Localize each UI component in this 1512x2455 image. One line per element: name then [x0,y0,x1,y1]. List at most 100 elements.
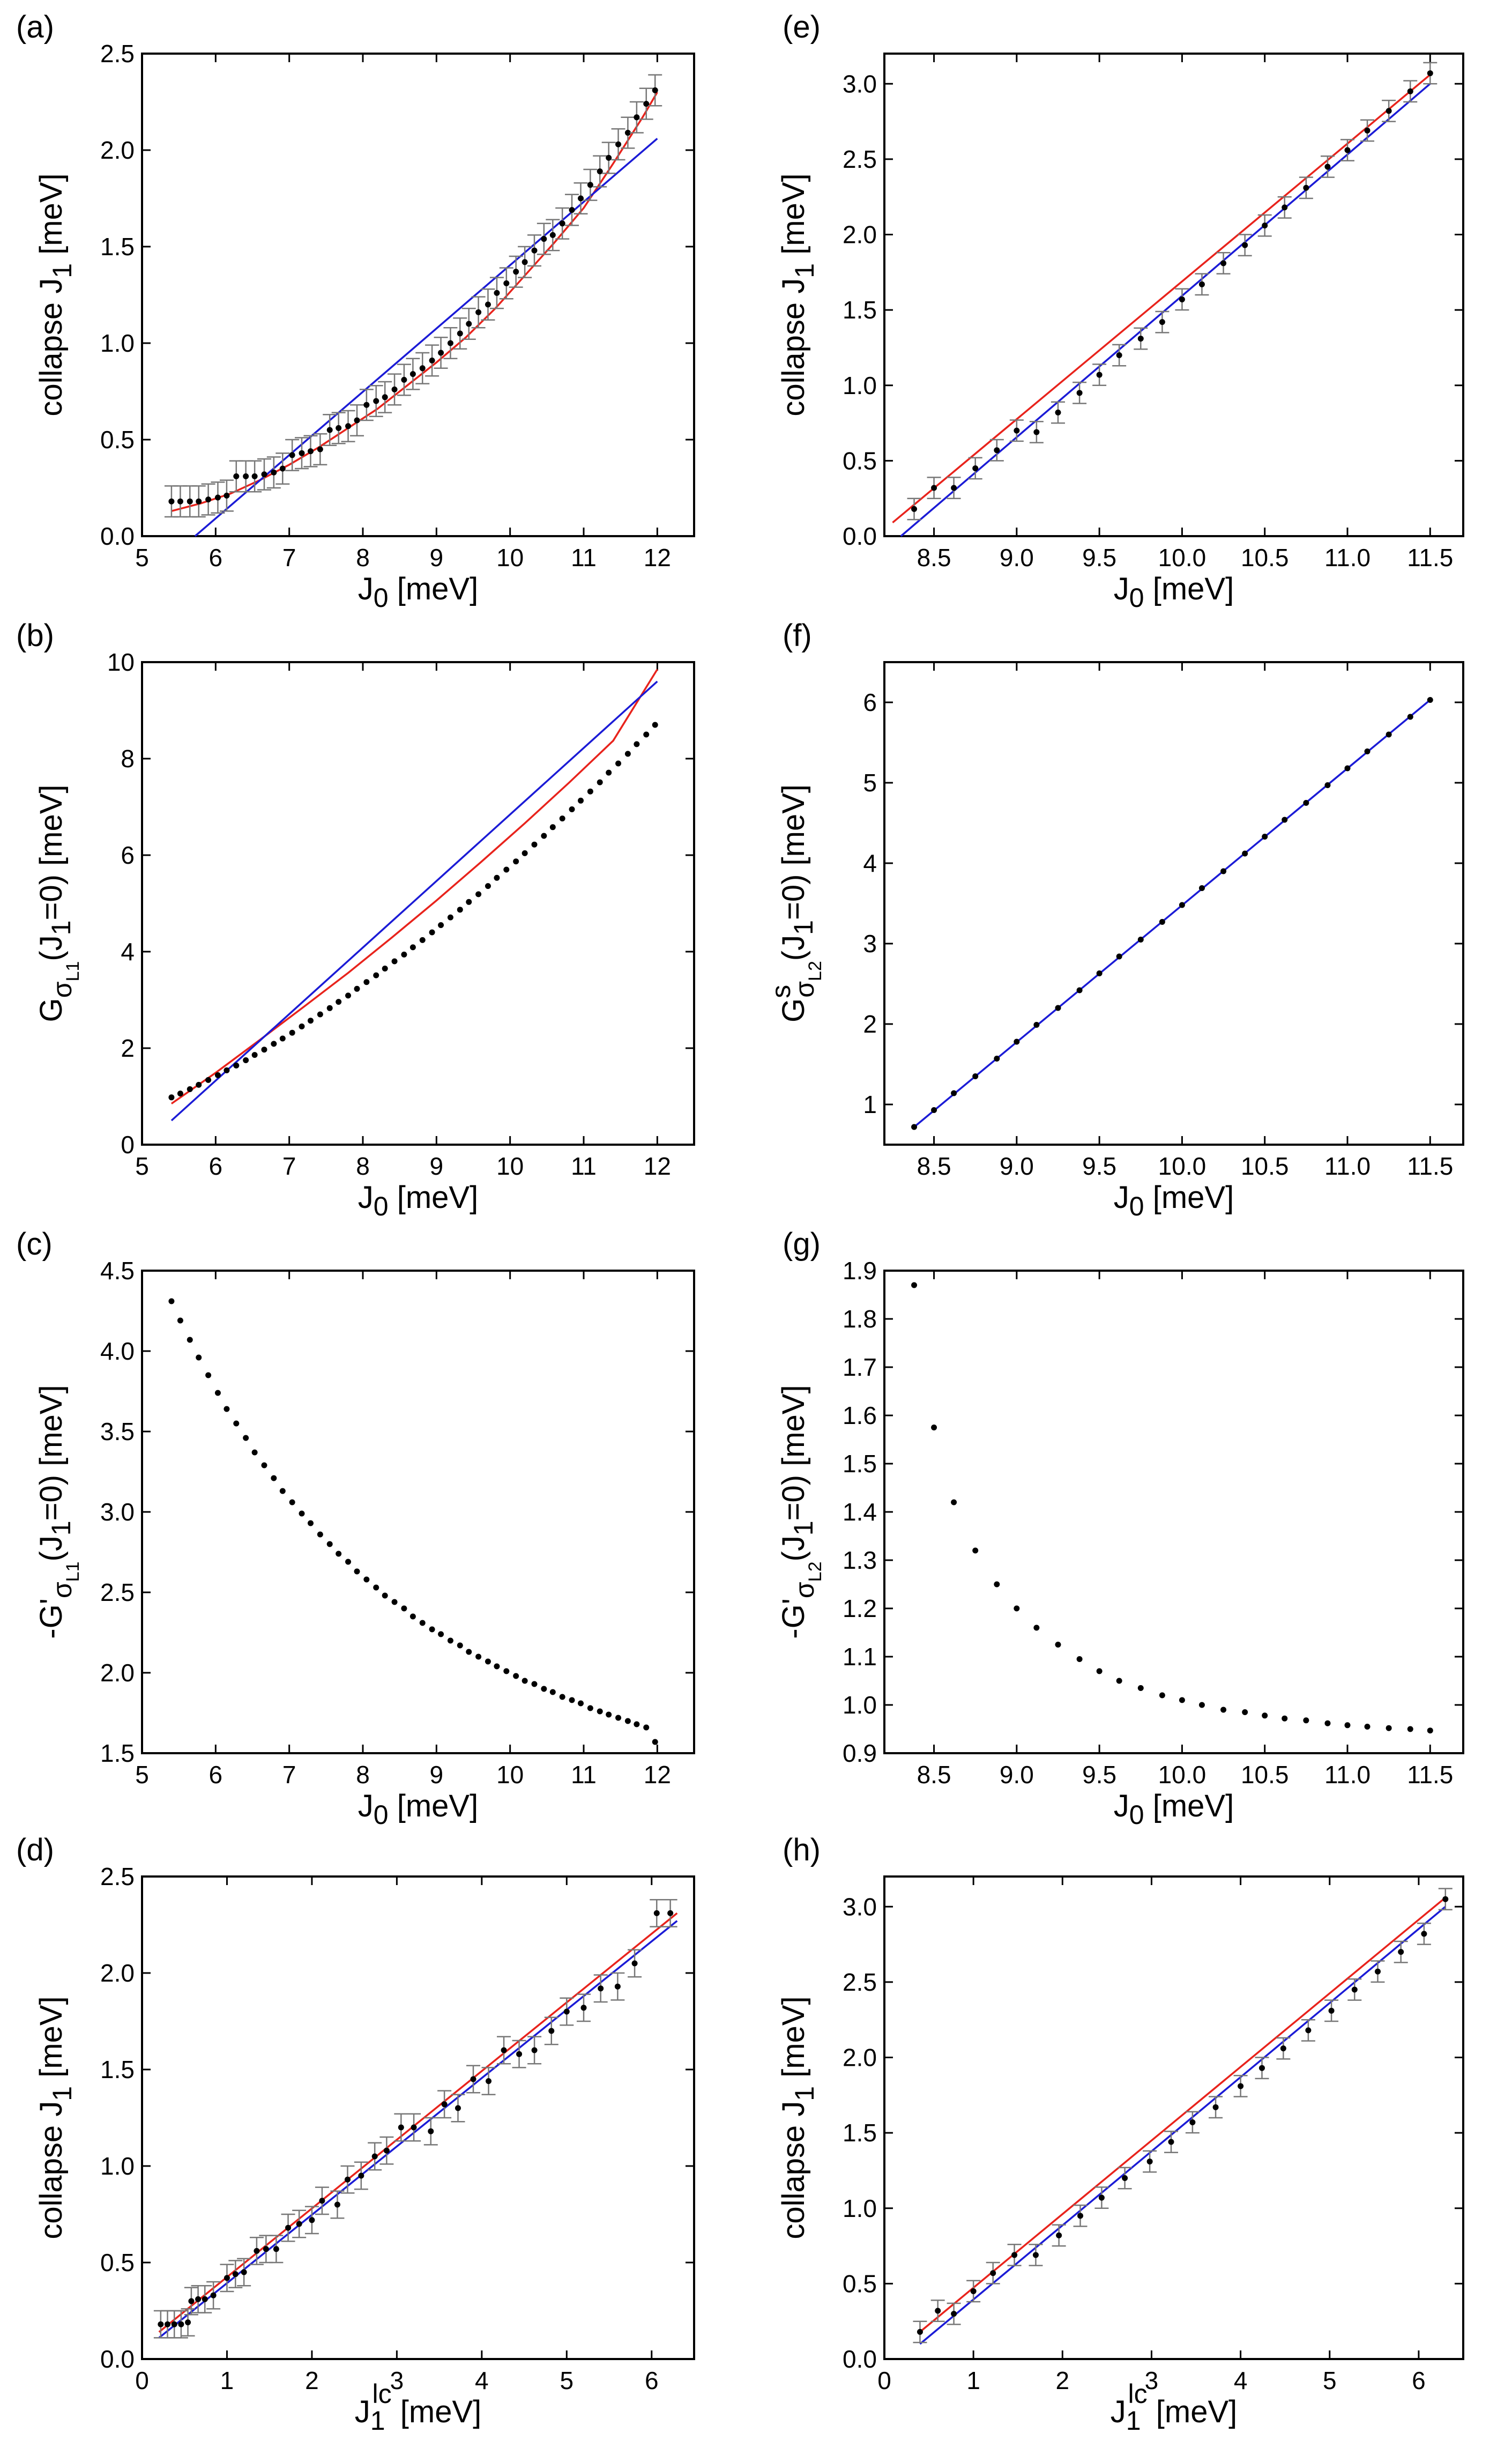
x-tick-label: 10 [496,544,524,572]
data-point [931,1425,937,1430]
plot-frame [883,1270,1464,1754]
x-tick-label: 8.5 [917,1761,951,1789]
data-point [224,492,230,499]
data-point [243,1057,249,1063]
data-point [624,1718,631,1724]
plot-frame [141,661,695,1146]
y-tick-label: 0.5 [843,2269,877,2297]
data-point [336,999,342,1005]
data-point [1282,1715,1288,1722]
data-point [307,1520,314,1526]
data-point [1220,868,1227,874]
data-point [667,1910,674,1916]
data-point [972,1073,979,1079]
data-point [994,1056,1000,1062]
x-tick-label: 6 [1412,2367,1426,2394]
data-point [177,1317,183,1324]
y-tick-label: 0.0 [843,522,877,550]
y-tick-label: 1.8 [843,1305,877,1333]
data-point [1055,1005,1061,1011]
x-tick-label: 11.0 [1324,1761,1371,1789]
data-point [569,1697,575,1703]
data-point [917,2328,923,2335]
data-point [188,2298,195,2304]
panel-d: (d) 0 1 2 3 4 5 6 0.0 0.5 1.0 1.5 2.0 2.5 J1lc [meV] co… [16,1833,695,2436]
data-point [1220,260,1227,266]
x-tick-label: 6 [645,2367,659,2394]
data-point [334,2201,340,2208]
data-point [187,1086,193,1092]
data-point [319,2198,325,2204]
data-point [205,496,212,503]
data-point [336,425,342,431]
data-point [1168,2139,1174,2145]
x-tick-label: 10.5 [1241,1152,1289,1180]
data-point [447,1637,453,1644]
data-point [475,309,482,315]
data-point [177,1091,183,1097]
data-point [559,1694,565,1700]
data-point [513,269,519,275]
data-point [345,1559,352,1565]
data-point [254,2248,260,2254]
x-tick-label: 0 [135,2367,149,2394]
data-point [578,797,584,804]
x-tick-label: 10.5 [1241,1761,1289,1789]
data-point [466,321,472,327]
y-tick-label: 1.5 [843,296,877,324]
data-point [597,779,603,785]
data-point [382,966,388,971]
data-point [1344,765,1351,772]
y-tick-label: 4.0 [100,1337,135,1365]
x-axis-label: J0 [meV] [358,1180,478,1221]
fit-line-red [171,92,658,512]
data-point [1122,2175,1128,2181]
data-point [263,2246,269,2252]
data-point [598,1985,604,1992]
data-point [1421,1931,1427,1937]
data-point [358,2172,364,2179]
data-point [1076,987,1083,993]
panel-g: (g) 8.5 9.0 9.5 10.0 10.5 11.0 11.5 0.9 1.0 1.1 1.2… [776,1227,1464,1830]
data-point [931,485,937,491]
data-point [354,985,360,992]
x-tick-label: 10 [496,1152,524,1180]
data-point [438,350,444,356]
panel-f: (f) 8.5 9.0 9.5 10.0 10.5 11.0 11.5 1 2 3 4 5 6 J0 [me… [766,618,1464,1221]
data-point [531,1681,538,1687]
data-point [606,769,612,776]
x-tick-label: 10 [496,1761,524,1789]
data-point [419,1620,426,1626]
data-point [354,1568,360,1575]
x-tick-label: 9.5 [1082,1152,1116,1180]
data-point [485,883,491,889]
data-point [296,2221,302,2227]
data-point [214,1390,221,1396]
y-tick-label: 1.7 [843,1353,877,1381]
data-point [578,195,584,202]
data-point [251,1449,258,1456]
data-point [441,2101,448,2108]
data-point [271,1041,277,1047]
fit-line-blue [158,1920,678,2339]
y-tick-label: 2.0 [100,136,135,164]
data-point [1262,1712,1268,1719]
data-point [391,386,398,392]
y-tick-label: 2.0 [100,1959,135,1987]
data-point [548,2028,555,2034]
data-point [501,2047,507,2053]
x-tick-label: 6 [209,1152,223,1180]
y-tick-label: 2.5 [100,1578,135,1606]
data-point [522,1678,528,1684]
data-point [429,929,435,936]
data-point [1262,222,1268,229]
data-point [485,1658,491,1665]
x-tick-label: 8.5 [917,1152,951,1180]
data-point [597,1708,603,1715]
data-point [569,806,575,812]
x-tick-label: 9.0 [1000,1761,1034,1789]
y-tick-label: 1.1 [843,1643,877,1671]
data-point [1096,372,1103,378]
data-point [1159,1692,1165,1699]
x-tick-label: 2 [305,2367,319,2394]
